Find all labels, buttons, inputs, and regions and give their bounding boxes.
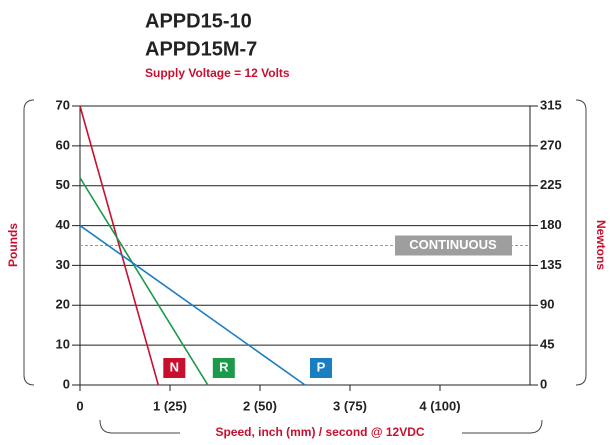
chart-title: APPD15-10 bbox=[145, 10, 252, 32]
x-axis-label: Speed, inch (mm) / second @ 12VDC bbox=[215, 425, 424, 439]
annotation: CONTINUOUS bbox=[409, 237, 497, 252]
y-tick-label: 60 bbox=[56, 137, 70, 152]
y2-tick-label: 45 bbox=[540, 337, 554, 352]
x-tick-label: 1 (25) bbox=[153, 398, 187, 413]
line bbox=[79, 105, 160, 386]
y2-tick-label: 0 bbox=[540, 376, 547, 391]
line bbox=[79, 177, 209, 386]
chart-note: Supply Voltage = 12 Volts bbox=[145, 66, 290, 80]
x-tick-label: 0 bbox=[76, 398, 83, 413]
bracket bbox=[575, 99, 587, 386]
y2-tick-label: 225 bbox=[540, 177, 562, 192]
y2-axis-label: Newtons bbox=[594, 220, 608, 270]
y2-tick-label: 90 bbox=[540, 297, 554, 312]
legend-label: N bbox=[170, 359, 179, 374]
bracket bbox=[99, 419, 543, 434]
x-tick-label: 4 (100) bbox=[419, 398, 460, 413]
y2-tick-label: 180 bbox=[540, 217, 562, 232]
y2-tick-label: 135 bbox=[540, 257, 562, 272]
y-axis-label: Pounds bbox=[6, 223, 20, 267]
x-tick-label: 3 (75) bbox=[333, 398, 367, 413]
y-tick-label: 0 bbox=[63, 376, 70, 391]
bracket bbox=[23, 99, 35, 386]
legend-label: P bbox=[317, 359, 326, 374]
y-tick-label: 30 bbox=[56, 257, 70, 272]
legend-swatch bbox=[163, 358, 186, 378]
x-tick-label: 2 (50) bbox=[243, 398, 277, 413]
y2-tick-label: 270 bbox=[540, 137, 562, 152]
line bbox=[79, 224, 306, 386]
y-tick-label: 70 bbox=[56, 97, 70, 112]
y2-tick-label: 315 bbox=[540, 97, 562, 112]
y-tick-label: 40 bbox=[56, 217, 70, 232]
legend-swatch bbox=[310, 358, 332, 378]
annotation-box bbox=[395, 235, 512, 256]
chart-subtitle: APPD15M-7 bbox=[145, 38, 257, 60]
y-tick-label: 20 bbox=[56, 297, 70, 312]
legend-swatch bbox=[212, 358, 235, 378]
legend-label: R bbox=[219, 359, 229, 374]
y-tick-label: 50 bbox=[56, 177, 70, 192]
y-tick-label: 10 bbox=[56, 337, 70, 352]
